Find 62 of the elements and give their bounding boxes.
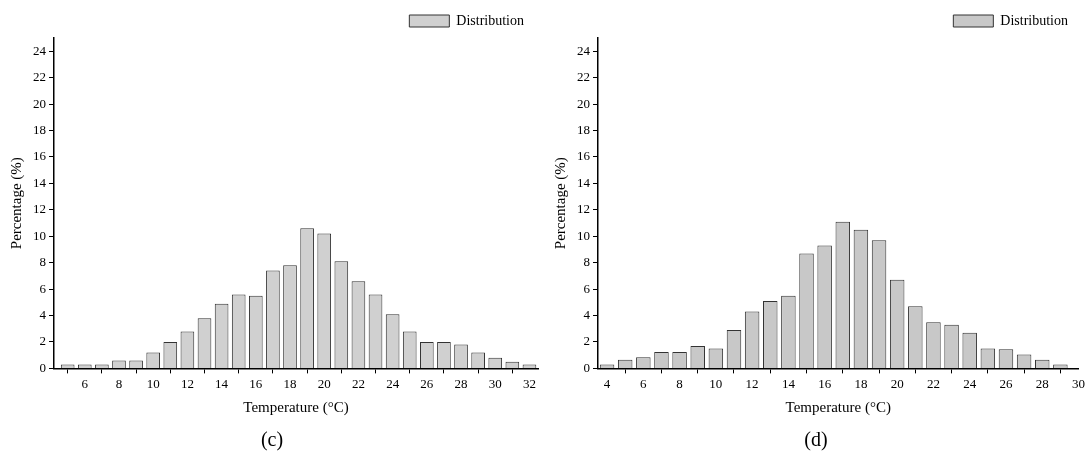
y-tick-label: 20	[33, 95, 46, 111]
y-tick-label: 4	[583, 306, 591, 322]
y-tick-label: 22	[33, 69, 46, 85]
x-tick-label: 24	[386, 375, 400, 391]
y-tick-label: 4	[39, 306, 47, 322]
x-tick-label: 14	[215, 375, 229, 391]
y-axis-title: Percentage (%)	[7, 157, 25, 250]
y-tick-label: 10	[33, 227, 46, 243]
y-tick-label: 12	[33, 201, 46, 217]
x-tick-label: 32	[522, 375, 536, 391]
x-tick-label: 28	[454, 375, 468, 391]
x-tick-label: 24	[963, 375, 977, 391]
y-tick-label: 0	[39, 359, 46, 375]
x-tick-label: 6	[81, 375, 89, 391]
y-tick-label: 2	[583, 333, 590, 349]
x-tick-label: 30	[488, 375, 502, 391]
x-tick-label: 28	[1035, 375, 1049, 391]
y-axis-title: Percentage (%)	[551, 157, 569, 250]
x-axis-title: Temperature (°C)	[243, 398, 349, 416]
y-tick-label: 24	[577, 42, 591, 58]
x-tick-label: 8	[676, 375, 683, 391]
x-tick-label: 8	[115, 375, 123, 391]
x-tick-label: 6	[640, 375, 648, 391]
y-tick-label: 16	[577, 148, 591, 164]
x-tick-label: 26	[999, 375, 1013, 391]
y-tick-label: 2	[39, 333, 46, 349]
x-tick-label: 10	[146, 375, 160, 391]
x-tick-label: 18	[854, 375, 868, 391]
legend-label: Distribution	[1000, 12, 1068, 28]
x-tick-label: 22	[351, 375, 365, 391]
x-tick-label: 16	[249, 375, 263, 391]
y-tick-label: 24	[33, 42, 47, 58]
y-tick-label: 12	[577, 201, 590, 217]
x-tick-label: 4	[603, 375, 611, 391]
x-tick-label: 12	[180, 375, 194, 391]
x-tick-label: 12	[745, 375, 759, 391]
y-tick-label: 16	[33, 148, 47, 164]
x-tick-label: 26	[420, 375, 434, 391]
text: (c)	[259, 428, 285, 451]
y-tick-label: 18	[33, 121, 46, 137]
y-tick-label: 10	[577, 227, 590, 243]
x-tick-label: 20	[890, 375, 904, 391]
y-tick-label: 14	[577, 174, 591, 190]
y-tick-label: 6	[39, 280, 47, 296]
x-tick-label: 20	[317, 375, 331, 391]
x-tick-label: 16	[818, 375, 832, 391]
x-tick-label: 10	[709, 375, 723, 391]
y-tick-label: 22	[577, 69, 590, 85]
y-tick-label: 14	[33, 174, 47, 190]
y-tick-label: 8	[583, 254, 590, 270]
x-axis-title: Temperature (°C)	[785, 398, 891, 416]
x-tick-label: 30	[1072, 375, 1085, 391]
y-tick-label: 8	[39, 254, 46, 270]
x-tick-label: 18	[283, 375, 297, 391]
y-tick-label: 6	[583, 280, 591, 296]
legend-label: Distribution	[456, 12, 524, 28]
y-tick-label: 18	[577, 121, 590, 137]
y-tick-label: 20	[577, 95, 590, 111]
y-tick-label: 0	[583, 359, 590, 375]
x-tick-label: 14	[781, 375, 796, 391]
text: (d)	[803, 428, 829, 451]
x-tick-label: 22	[926, 375, 940, 391]
